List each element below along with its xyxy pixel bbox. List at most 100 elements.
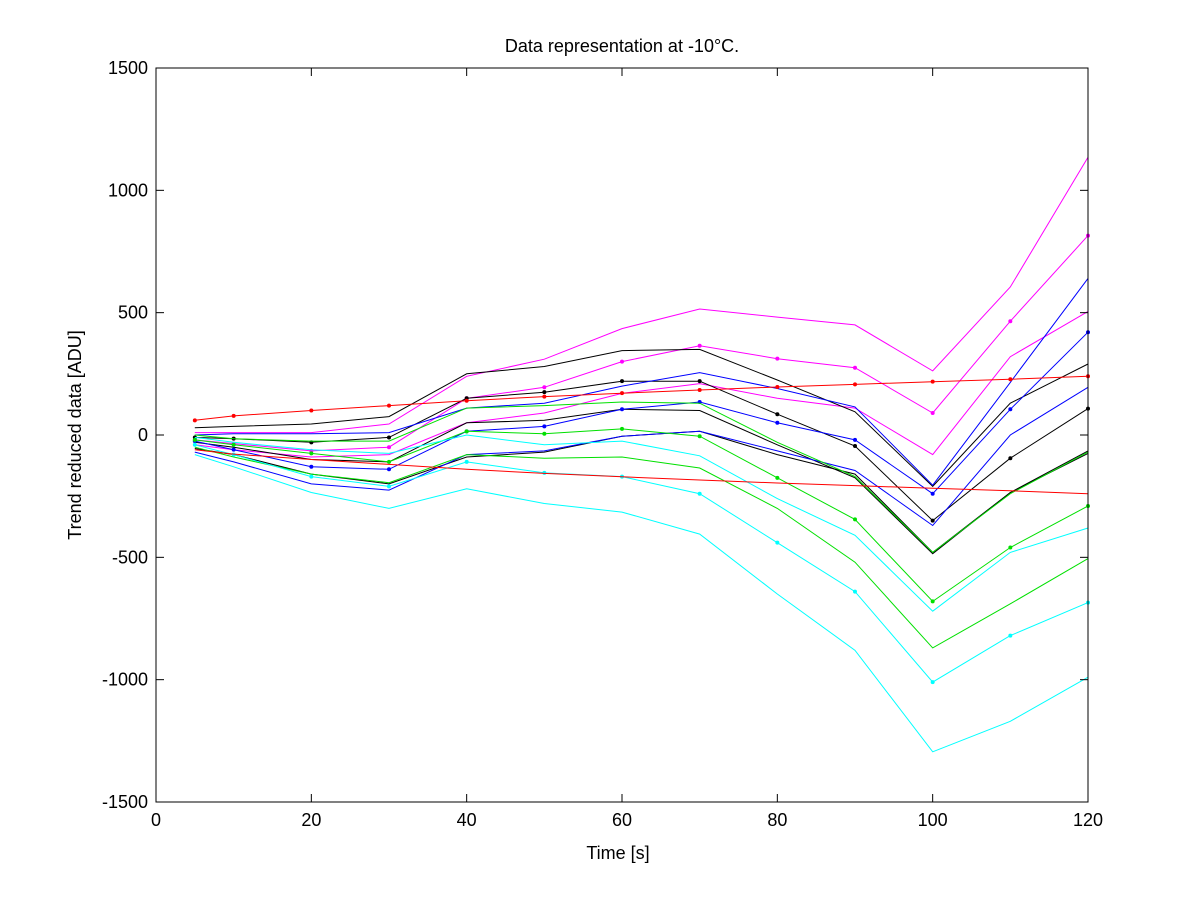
data-point [309, 408, 314, 413]
y-tick-label: 1000 [108, 180, 148, 200]
series-line [194, 278, 1089, 486]
x-tick-label: 20 [301, 810, 321, 830]
data-point [853, 589, 857, 594]
data-point [775, 540, 780, 545]
data-point [387, 403, 391, 408]
data-point [1008, 319, 1013, 324]
data-point [1008, 456, 1013, 461]
data-point [775, 412, 780, 417]
data-point [1008, 377, 1013, 382]
series-line [194, 446, 1089, 649]
series-11 [194, 401, 1089, 554]
data-point [930, 518, 935, 523]
data-point [387, 435, 391, 440]
series-line [194, 434, 1089, 612]
data-point [309, 464, 314, 469]
data-point [192, 442, 197, 447]
data-point [1008, 633, 1013, 638]
data-point [192, 418, 197, 423]
series-17 [192, 374, 1090, 423]
data-point [697, 491, 702, 496]
series-4 [194, 348, 1089, 488]
data-point [464, 398, 469, 403]
data-point [387, 445, 391, 450]
data-point [775, 385, 780, 390]
x-tick-label: 80 [767, 810, 787, 830]
series-18 [194, 449, 1089, 495]
data-point [620, 391, 624, 396]
x-axis-label: Time [s] [586, 843, 649, 863]
data-point [231, 442, 236, 447]
series-1 [194, 157, 1089, 434]
y-axis: 1500 1000 500 0 -500 -1000 -1500 [102, 58, 1088, 812]
data-point [620, 407, 624, 412]
series-line [194, 386, 1089, 527]
data-point [1008, 545, 1013, 550]
series-12 [192, 426, 1090, 604]
data-point [620, 359, 624, 364]
series-line [194, 157, 1089, 434]
x-tick-label: 100 [918, 810, 948, 830]
data-point [775, 475, 780, 480]
y-tick-label: 500 [118, 303, 148, 323]
data-point [697, 387, 702, 392]
series-line [194, 348, 1089, 488]
series-line [194, 454, 1089, 753]
series-14 [194, 434, 1089, 612]
data-point [542, 390, 547, 395]
series-10 [194, 386, 1089, 527]
y-tick-label: -500 [112, 547, 148, 567]
y-axis-label: Trend reduced data [ADU] [65, 330, 85, 539]
data-point [853, 517, 857, 522]
data-point [930, 379, 935, 384]
data-point [387, 459, 391, 464]
x-tick-label: 60 [612, 810, 632, 830]
data-point [620, 379, 624, 384]
x-tick-label: 0 [151, 810, 161, 830]
data-point [853, 365, 857, 370]
data-point [1008, 407, 1013, 412]
series-13 [194, 446, 1089, 649]
data-point [853, 444, 857, 449]
data-point [542, 424, 547, 429]
data-point [542, 394, 547, 399]
y-tick-label: -1000 [102, 670, 148, 690]
chart-title: Data representation at -10°C. [505, 36, 739, 56]
data-point [930, 680, 935, 685]
x-tick-label: 40 [457, 810, 477, 830]
series-line [194, 401, 1089, 554]
data-point [309, 451, 314, 456]
series-line [194, 449, 1089, 495]
plot-area: 0 20 40 60 80 100 120 1500 1000 500 0 -500 -1000 -15… [102, 58, 1103, 830]
series-8 [194, 278, 1089, 486]
y-tick-label: 1500 [108, 58, 148, 78]
data-point [542, 431, 547, 436]
data-point [775, 420, 780, 425]
data-point [231, 413, 236, 418]
data-point [464, 429, 469, 434]
data-point [697, 343, 702, 348]
y-tick-label: -1500 [102, 792, 148, 812]
data-point [853, 437, 857, 442]
data-point [775, 356, 780, 361]
data-point [697, 379, 702, 384]
data-point [192, 437, 197, 442]
data-point [309, 474, 314, 479]
data-point [542, 385, 547, 390]
data-point [697, 434, 702, 439]
x-tick-label: 120 [1073, 810, 1103, 830]
data-point [464, 459, 469, 464]
x-axis: 0 20 40 60 80 100 120 [151, 68, 1103, 830]
series-16 [194, 454, 1089, 753]
data-point [930, 491, 935, 496]
series-layer [192, 157, 1090, 753]
data-point [853, 382, 857, 387]
data-point [231, 447, 236, 452]
data-point [387, 484, 391, 489]
y-tick-label: 0 [138, 425, 148, 445]
data-point [930, 410, 935, 415]
data-point [620, 426, 624, 431]
data-point [387, 467, 391, 472]
